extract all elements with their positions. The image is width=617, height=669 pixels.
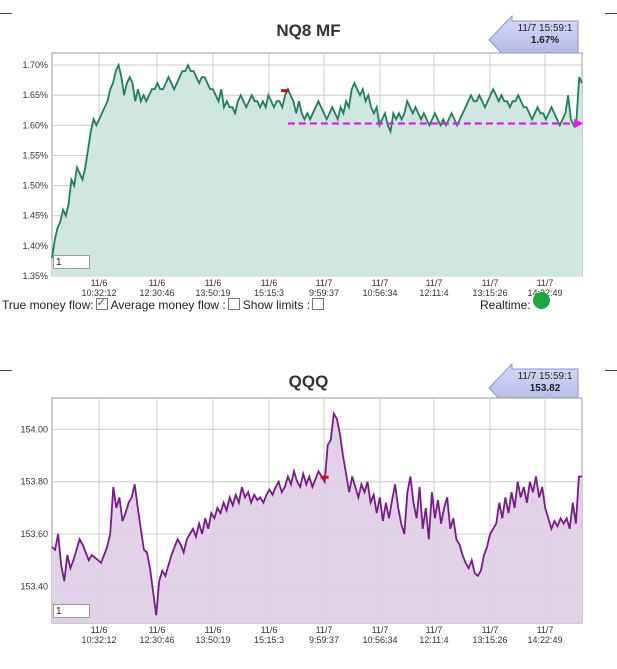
top-callout-time: 11/7 15:59:1	[517, 23, 573, 34]
x-tick-date: 11/6	[261, 278, 278, 288]
top-chart-title: NQ8 MF	[276, 21, 341, 40]
y-tick-label: 1.50%	[22, 181, 48, 191]
x-tick-date: 11/7	[426, 625, 443, 635]
y-tick-label: 1.60%	[22, 120, 48, 130]
y-tick-label: 1.70%	[22, 60, 48, 70]
x-tick-date: 11/6	[205, 625, 222, 635]
bottom-right-dash	[605, 370, 617, 371]
x-tick-date: 11/6	[205, 278, 222, 288]
x-tick-time: 10:32:12	[81, 635, 116, 645]
x-tick-time: 9:59:37	[309, 635, 339, 645]
y-tick-label: 1.65%	[22, 90, 48, 100]
x-tick-date: 11/7	[372, 278, 389, 288]
bottom-chart-title: QQQ	[288, 372, 329, 391]
x-tick-time: 15:15:3	[254, 288, 284, 298]
x-tick-date: 11/6	[91, 625, 108, 635]
x-tick-time: 13:50:19	[195, 635, 230, 645]
bottom-left-dash	[0, 370, 12, 371]
x-tick-date: 11/7	[316, 625, 333, 635]
x-tick-date: 11/7	[537, 278, 554, 288]
y-tick-label: 1.35%	[22, 271, 48, 281]
x-tick-date: 11/6	[149, 625, 166, 635]
x-tick-time: 12:11:4	[419, 635, 448, 645]
bottom-callout-value: 153.82	[529, 383, 561, 394]
y-tick-label: 1.45%	[22, 211, 48, 221]
series-line	[51, 410, 582, 616]
x-tick-time: 13:15:26	[472, 635, 507, 645]
y-tick-label: 153.60	[20, 529, 48, 539]
x-tick-time: 13:50:19	[195, 288, 230, 298]
price-marker	[320, 475, 329, 479]
average-money-flow-label: Average money flow :	[110, 298, 226, 312]
average-money-flow-checkbox[interactable]	[227, 298, 240, 310]
money-flow-controls: True money flow: Average money flow : Show…	[2, 296, 327, 312]
true-money-flow-checkbox[interactable]	[95, 296, 108, 310]
x-tick-time: 10:32:12	[81, 288, 116, 298]
top-area-chart: 11/610:32:1211/612:30:4611/613:50:1911/6…	[22, 52, 583, 298]
bottom-callout-time: 11/7 15:59:1	[517, 371, 573, 382]
x-tick-time: 12:30:46	[139, 288, 174, 298]
x-tick-time: 13:15:26	[472, 288, 507, 298]
bottom-area-chart: 11/610:32:1211/612:30:4611/613:50:1911/6…	[20, 397, 583, 645]
x-tick-time: 15:15:3	[254, 635, 284, 645]
x-tick-date: 11/6	[91, 278, 108, 288]
show-limits-label: Show limits :	[242, 298, 311, 312]
true-money-flow-label: True money flow:	[2, 298, 94, 312]
x-tick-date: 11/7	[316, 278, 333, 288]
y-tick-label: 154.00	[20, 424, 48, 434]
x-tick-time: 10:56:34	[362, 635, 397, 645]
x-tick-date: 11/7	[537, 625, 554, 635]
x-tick-time: 12:11:4	[419, 288, 448, 298]
top-callout-value: 1.67%	[530, 35, 560, 46]
top-right-dash	[605, 13, 617, 14]
x-tick-time: 12:30:46	[139, 635, 174, 645]
x-tick-time: 14:22:49	[527, 635, 562, 645]
x-tick-date: 11/7	[482, 625, 499, 635]
price-marker	[281, 89, 290, 93]
x-tick-date: 11/6	[261, 625, 278, 635]
show-limits-checkbox[interactable]	[312, 298, 325, 310]
top-price-callout: 11/7 15:59:1 1.67%	[488, 14, 580, 66]
x-tick-date: 11/6	[149, 278, 166, 288]
y-tick-label: 153.40	[20, 581, 48, 591]
y-tick-label: 1.40%	[22, 241, 48, 251]
x-tick-date: 11/7	[372, 625, 389, 635]
realtime-label: Realtime:	[480, 298, 531, 312]
x-tick-date: 11/7	[426, 278, 443, 288]
bottom-chart-input[interactable]: 1	[53, 604, 90, 618]
x-tick-time: 10:56:34	[362, 288, 397, 298]
series-area	[52, 413, 582, 623]
top-chart-input[interactable]: 1	[53, 255, 90, 269]
realtime-status-icon[interactable]	[533, 292, 550, 309]
reference-arrowhead	[574, 118, 583, 129]
series-line	[51, 62, 583, 259]
top-left-dash	[0, 13, 12, 14]
x-tick-date: 11/7	[482, 278, 499, 288]
y-tick-label: 153.80	[20, 477, 48, 487]
y-tick-label: 1.55%	[22, 150, 48, 160]
x-tick-time: 9:59:37	[309, 288, 339, 298]
